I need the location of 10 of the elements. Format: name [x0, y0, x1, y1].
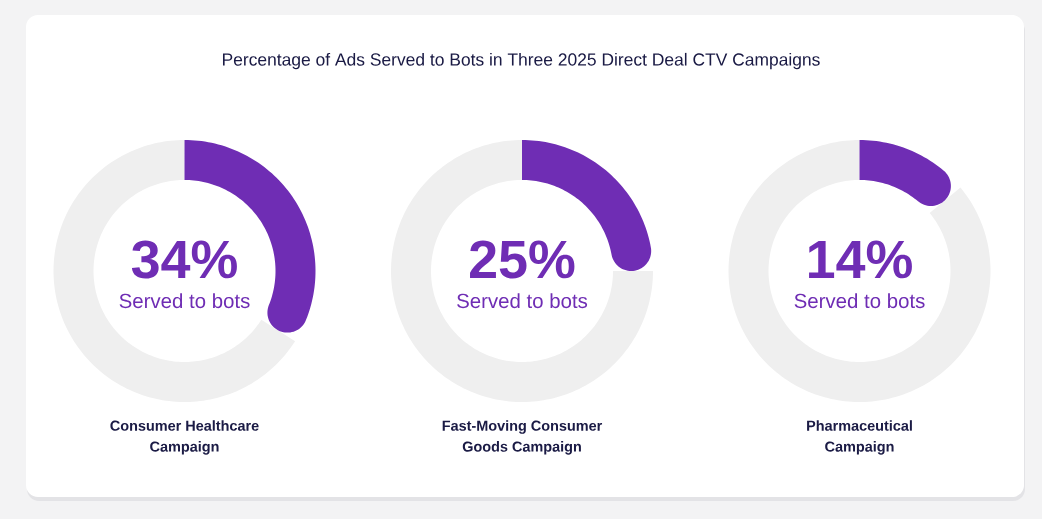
- text: Fast-Moving Consumer Goods Campaign: [442, 420, 603, 455]
- data-label: 34%: [131, 240, 237, 279]
- slice-label: Served to bots: [457, 293, 588, 309]
- data-label: 25%: [470, 240, 575, 279]
- text: Consumer Healthcare Campaign: [110, 420, 259, 455]
- slice-label: Served to bots: [119, 293, 250, 309]
- text: Percentage of Ads Served to Bots in Three 2025 Direct Deal CTV Campaigns: [222, 52, 820, 70]
- text: Pharmaceutical Campaign: [807, 420, 912, 455]
- slice-label: Served to bots: [794, 293, 925, 309]
- data-label: 14%: [809, 240, 912, 279]
